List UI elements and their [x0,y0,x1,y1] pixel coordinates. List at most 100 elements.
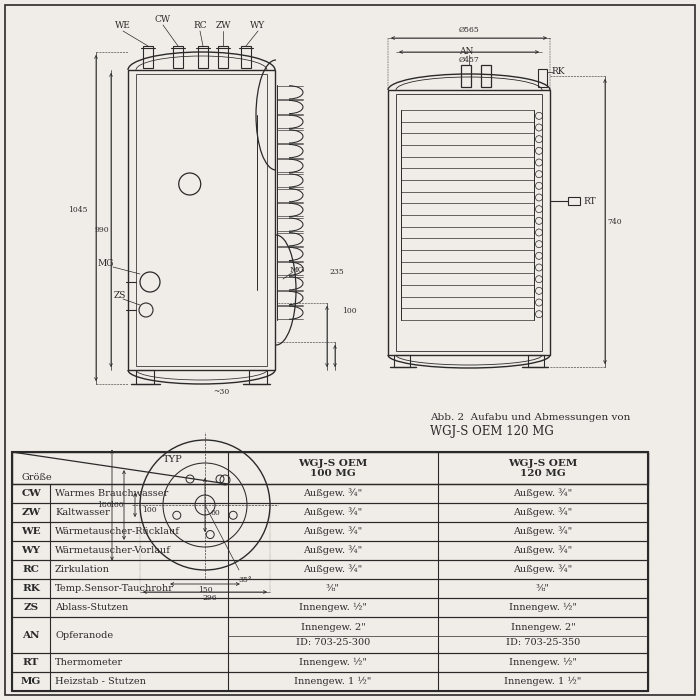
Text: Abb. 2  Aufabu und Abmessungen von: Abb. 2 Aufabu und Abmessungen von [430,413,631,422]
Text: Innengew. ½": Innengew. ½" [299,658,367,667]
Text: Ablass-Stutzen: Ablass-Stutzen [55,603,128,612]
Bar [568,197,580,205]
Text: CW: CW [21,489,41,498]
Text: RC: RC [22,565,39,574]
Text: Temp.Sensor-Tauchrohr: Temp.Sensor-Tauchrohr [55,584,174,593]
Text: 296: 296 [203,594,217,602]
Bar [12,484,648,503]
Text: Wärmetauscher-Vorlauf: Wärmetauscher-Vorlauf [55,546,171,555]
Bar [143,46,153,68]
Bar [249,370,267,384]
Bar [12,503,648,522]
Text: ZS: ZS [114,291,126,300]
Text: ⅜": ⅜" [536,584,550,593]
Text: WE: WE [21,527,41,536]
Text: RK: RK [22,584,40,593]
Bar [136,74,267,366]
Bar [12,522,648,541]
Text: RK: RK [551,67,565,76]
Text: ZS: ZS [23,603,38,612]
Bar [12,452,648,691]
Text: Außgew. ¾": Außgew. ¾" [303,546,363,555]
Text: Außgew. ¾": Außgew. ¾" [303,489,363,498]
Text: 235: 235 [330,268,344,276]
Text: 100: 100 [342,307,356,315]
Bar [12,541,648,560]
Text: Innengew. 1 ½": Innengew. 1 ½" [504,677,582,686]
Text: Innengew. ½": Innengew. ½" [299,603,367,612]
Text: Heizstab - Stutzen: Heizstab - Stutzen [55,677,146,686]
Bar [538,69,547,87]
Bar [136,370,154,384]
Bar [173,46,183,68]
Bar [12,672,648,691]
Bar [12,452,648,484]
Text: AN: AN [458,48,473,57]
Text: MG: MG [289,266,304,274]
Text: Außgew. ¾": Außgew. ¾" [513,546,573,555]
Bar [388,90,550,355]
Bar [396,94,542,351]
Bar [481,65,491,87]
Text: 740: 740 [608,218,622,227]
Text: WGJ-S OEM: WGJ-S OEM [298,458,368,468]
Text: 35°: 35° [238,576,252,584]
Text: Außgew. ¾": Außgew. ¾" [513,508,573,517]
Bar [12,598,648,617]
Text: 160: 160 [108,501,123,509]
Bar [12,653,648,672]
Text: 120 MG: 120 MG [520,469,566,478]
Bar [241,46,251,68]
Text: WY: WY [22,546,41,555]
Text: Ø457: Ø457 [458,56,480,64]
Text: Außgew. ¾": Außgew. ¾" [513,526,573,536]
Text: Innengew. 2": Innengew. 2" [300,622,365,631]
Text: ID: 703-25-300: ID: 703-25-300 [296,638,370,648]
Bar [394,355,410,367]
Text: WY: WY [251,22,265,31]
Text: RT: RT [23,658,39,667]
Text: Innengew. 2": Innengew. 2" [510,622,575,631]
Text: WE: WE [115,22,131,31]
Bar [128,70,275,370]
Bar [12,560,648,579]
Bar [12,579,648,598]
Text: Ø565: Ø565 [458,26,480,34]
Text: 150: 150 [197,586,212,594]
Bar [218,46,228,68]
Text: Außgew. ¾": Außgew. ¾" [513,565,573,574]
Text: ZW: ZW [22,508,41,517]
Text: ID: 703-25-350: ID: 703-25-350 [506,638,580,648]
Text: 180: 180 [97,501,111,509]
Text: RT: RT [584,197,596,206]
Text: Thermometer: Thermometer [55,658,123,667]
Text: Größe: Größe [22,473,52,482]
Text: Opferanode: Opferanode [55,631,113,640]
Text: Außgew. ¾": Außgew. ¾" [513,489,573,498]
Text: MG: MG [98,260,114,269]
Bar [12,617,648,653]
Text: 100 MG: 100 MG [310,469,356,478]
Text: Warmes Brauchwasser: Warmes Brauchwasser [55,489,168,498]
Text: ⅜": ⅜" [326,584,340,593]
Text: MG: MG [21,677,41,686]
Text: Außgew. ¾": Außgew. ¾" [303,565,363,574]
Text: Zirkulation: Zirkulation [55,565,110,574]
Text: ~30: ~30 [213,388,229,396]
Text: 60: 60 [210,509,220,517]
Bar [461,65,471,87]
Text: CW: CW [155,15,171,24]
Text: Innengew. 1 ½": Innengew. 1 ½" [294,677,372,686]
Bar [528,355,544,367]
Text: Außgew. ¾": Außgew. ¾" [303,526,363,536]
Text: WGJ-S OEM: WGJ-S OEM [508,458,578,468]
Text: Wärmetauscher-Rücklauf: Wärmetauscher-Rücklauf [55,527,180,536]
Text: Außgew. ¾": Außgew. ¾" [303,508,363,517]
Text: Kaltwasser: Kaltwasser [55,508,110,517]
Text: TYP: TYP [163,454,183,463]
Text: ZW: ZW [216,22,231,31]
Text: AN: AN [22,631,40,640]
Text: Innengew. ½": Innengew. ½" [509,603,577,612]
Bar [198,46,208,68]
Text: 990: 990 [94,226,109,234]
